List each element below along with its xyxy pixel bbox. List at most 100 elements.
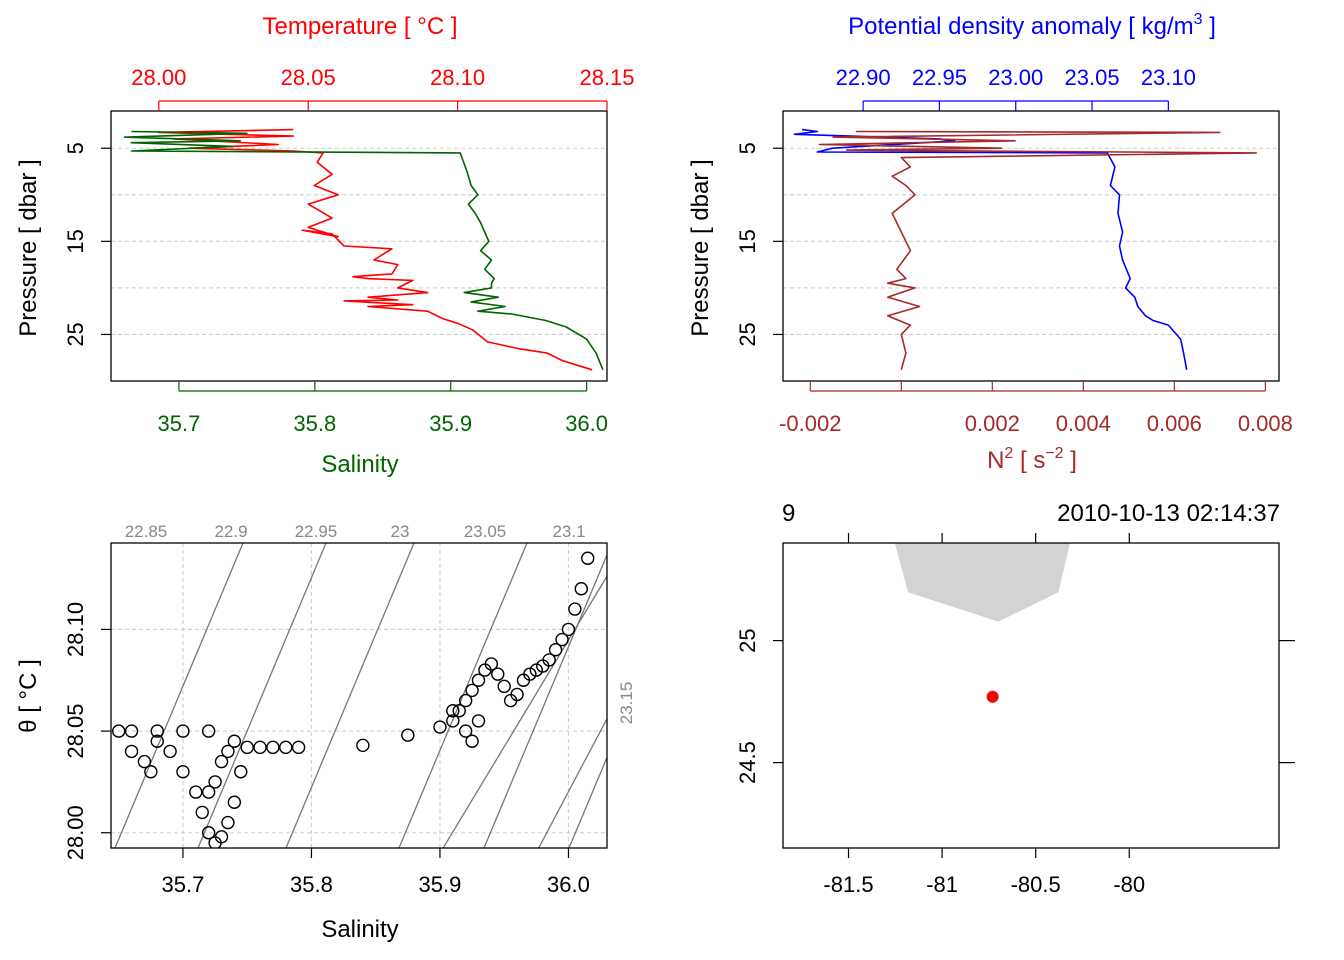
latitude-tick-label: 24.5 xyxy=(735,741,760,784)
density-tick-label: 23.10 xyxy=(1141,65,1196,90)
n2-tick-label: 0.008 xyxy=(1238,411,1293,436)
pressure-axis-title: Pressure [ dbar ] xyxy=(15,159,42,336)
density-title-end: ] xyxy=(1203,13,1216,40)
n2-tick-label: 0.004 xyxy=(1056,411,1111,436)
plot-frame xyxy=(782,110,1280,382)
plot-frame xyxy=(110,110,608,382)
ts-point xyxy=(201,826,216,840)
density-tick-label: 22.95 xyxy=(912,65,967,90)
pressure-tick-label: 15 xyxy=(63,229,88,253)
ts-salinity-tick-label: 35.9 xyxy=(419,872,462,897)
ts-point xyxy=(548,643,563,657)
station-marker xyxy=(986,690,999,703)
ts-point xyxy=(112,724,126,738)
n2-axis-title: N2 [ s−2 ] xyxy=(987,445,1077,474)
ts-point xyxy=(452,704,466,718)
ts-point xyxy=(201,724,216,738)
n2-profile-line xyxy=(818,130,1257,371)
ts-point xyxy=(401,728,415,742)
ts-point xyxy=(568,602,582,616)
temperature-tick-label: 28.15 xyxy=(579,65,634,90)
n2-tick-label: 0.002 xyxy=(965,411,1020,436)
temperature-tick-label: 28.05 xyxy=(281,65,336,90)
ts-point xyxy=(221,744,235,759)
pressure-tick-label: 15 xyxy=(735,229,760,253)
salinity-tick-label: 35.7 xyxy=(158,411,201,436)
salinity-tick-label: 36.0 xyxy=(565,411,608,436)
isopycnal-line xyxy=(114,543,244,848)
ts-point xyxy=(484,657,499,671)
n2-tick-label: 0.006 xyxy=(1147,411,1202,436)
ts-salinity-tick-label: 35.8 xyxy=(290,872,333,897)
isopycnal-line xyxy=(285,543,415,848)
ts-point xyxy=(227,734,242,748)
ts-point xyxy=(144,765,158,779)
pressure-tick-label: 25 xyxy=(735,322,760,346)
density-title-main: Potential density anomaly [ kg/m xyxy=(848,13,1194,40)
salinity-profile-line xyxy=(123,130,604,371)
ts-point xyxy=(279,740,293,755)
pressure-tick-label: 5 xyxy=(63,142,88,154)
ts-point xyxy=(253,740,267,755)
location-map-panel: 9 2010-10-13 02:14:37 -81.5 -81 -80.5 -80 25… xyxy=(735,500,1295,897)
n2-title-superscript: 2 xyxy=(1004,445,1013,462)
ts-theta-tick-label: 28.10 xyxy=(63,602,88,657)
isopycnal-line xyxy=(537,717,607,848)
ts-point xyxy=(150,734,164,748)
ts-point xyxy=(574,582,589,596)
ts-point xyxy=(234,765,248,779)
density-title-superscript: 3 xyxy=(1194,11,1203,28)
density-n2-profile-panel: Potential density anomaly [ kg/m3 ] N2 [… xyxy=(687,11,1293,474)
isopycnal-label: 22.95 xyxy=(295,522,338,541)
temperature-tick-label: 28.10 xyxy=(430,65,485,90)
longitude-tick-label: -80 xyxy=(1113,872,1145,897)
ts-point xyxy=(227,795,242,809)
longitude-tick-label: -80.5 xyxy=(1011,872,1061,897)
ts-point xyxy=(195,805,209,820)
salinity-tick-label: 35.8 xyxy=(293,411,336,436)
station-time-label: 2010-10-13 02:14:37 xyxy=(1057,500,1280,527)
ts-point xyxy=(555,632,569,647)
density-profile-line xyxy=(793,128,1188,370)
ts-point xyxy=(208,775,222,789)
ts-point xyxy=(471,714,486,728)
ts-point xyxy=(124,744,139,759)
ts-point xyxy=(150,724,164,738)
ts-point xyxy=(214,754,229,769)
plot-frame xyxy=(782,542,1280,849)
temperature-axis-title: Temperature [ °C ] xyxy=(263,13,458,40)
ts-theta-tick-label: 28.05 xyxy=(63,704,88,759)
longitude-tick-label: -81 xyxy=(926,872,958,897)
ts-salinity-tick-label: 36.0 xyxy=(547,872,590,897)
ts-point xyxy=(433,720,447,734)
isopycnal-label: 22.9 xyxy=(214,522,247,541)
ts-theta-tick-label: 28.00 xyxy=(63,805,88,860)
isopycnal-label: 23 xyxy=(391,522,410,541)
isopycnal-line xyxy=(197,543,327,848)
isopycnal-label: 23.1 xyxy=(552,522,585,541)
longitude-tick-label: -81.5 xyxy=(823,872,873,897)
ts-point xyxy=(124,724,139,738)
ts-point xyxy=(446,704,460,718)
ts-point xyxy=(561,622,576,637)
ts-point xyxy=(266,740,280,755)
latitude-tick-label: 25 xyxy=(735,628,760,652)
ts-point xyxy=(163,744,177,759)
ts-point xyxy=(542,653,556,667)
ts-point xyxy=(458,724,473,738)
ts-diagram-panel: Salinity θ [ °C ] 22.85 22.9 22.95 23 23.05 2… xyxy=(15,522,636,943)
ts-point xyxy=(465,734,479,748)
salinity-axis-title: Salinity xyxy=(321,451,398,478)
station-number-label: 9 xyxy=(782,500,795,527)
isopycnal-line xyxy=(442,574,607,848)
density-axis-title: Potential density anomaly [ kg/m3 ] xyxy=(848,11,1216,40)
ts-salinity-axis-title: Salinity xyxy=(321,916,398,943)
ts-salinity-tick-label: 35.7 xyxy=(162,872,205,897)
ts-point xyxy=(214,830,229,844)
ts-point xyxy=(446,714,460,728)
ts-point xyxy=(176,765,190,779)
temperature-tick-label: 28.00 xyxy=(131,65,186,90)
n2-title-units-superscript: −2 xyxy=(1045,445,1063,462)
isopycnal-label: 22.85 xyxy=(125,522,168,541)
